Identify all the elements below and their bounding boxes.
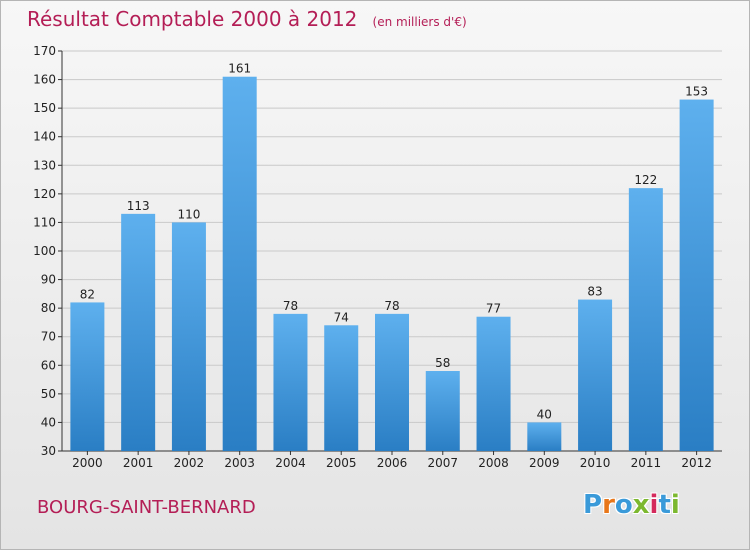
y-tick-label: 140 bbox=[33, 130, 56, 144]
bar bbox=[171, 222, 206, 451]
logo-letter: r bbox=[602, 490, 615, 520]
data-label: 161 bbox=[228, 62, 251, 76]
logo-letter: x bbox=[632, 490, 650, 520]
y-tick-label: 110 bbox=[33, 215, 56, 229]
data-label: 40 bbox=[537, 407, 552, 421]
data-label: 74 bbox=[334, 310, 349, 324]
data-label: 78 bbox=[283, 299, 298, 313]
y-tick-label: 120 bbox=[33, 187, 56, 201]
bar bbox=[222, 76, 257, 451]
x-tick-label: 2005 bbox=[326, 456, 357, 470]
logo-letter: i bbox=[670, 490, 680, 520]
y-tick-label: 60 bbox=[41, 358, 56, 372]
bar bbox=[628, 188, 663, 451]
data-label: 153 bbox=[685, 85, 708, 99]
bar bbox=[527, 422, 562, 451]
x-tick-label: 2001 bbox=[123, 456, 154, 470]
data-label: 122 bbox=[634, 173, 657, 187]
chart-title-main: Résultat Comptable 2000 à 2012 bbox=[27, 7, 358, 31]
y-tick-label: 170 bbox=[33, 44, 56, 58]
bar bbox=[679, 99, 714, 452]
logo-letter: t bbox=[658, 490, 671, 520]
data-label: 83 bbox=[587, 285, 602, 299]
x-tick-label: 2003 bbox=[224, 456, 255, 470]
commune-name: BOURG-SAINT-BERNARD bbox=[37, 497, 256, 518]
data-label: 77 bbox=[486, 302, 501, 316]
x-tick-label: 2009 bbox=[529, 456, 560, 470]
bar bbox=[70, 302, 105, 451]
y-tick-label: 50 bbox=[41, 387, 56, 401]
data-labels: 82 113 110 161 78 74 78 58 77 40 83 122 153 bbox=[80, 62, 708, 422]
y-tick-label: 70 bbox=[41, 330, 56, 344]
data-label: 58 bbox=[435, 356, 450, 370]
logo-letter: o bbox=[614, 490, 633, 520]
bars bbox=[70, 76, 714, 452]
bar bbox=[121, 213, 156, 451]
x-tick-label: 2002 bbox=[174, 456, 205, 470]
y-tick-label: 30 bbox=[41, 444, 56, 458]
x-tick-label: 2010 bbox=[580, 456, 611, 470]
logo-letter: i bbox=[649, 490, 659, 520]
bar bbox=[425, 371, 460, 451]
x-tick-label: 2006 bbox=[377, 456, 408, 470]
bar bbox=[273, 313, 308, 451]
data-label: 82 bbox=[80, 287, 95, 301]
y-tick-label: 40 bbox=[41, 415, 56, 429]
logo-letter: P bbox=[583, 490, 603, 520]
data-label: 113 bbox=[127, 199, 150, 213]
y-tick-label: 100 bbox=[33, 244, 56, 258]
bar bbox=[476, 316, 511, 451]
x-tick-label: 2008 bbox=[478, 456, 509, 470]
chart-title-unit: (en milliers d'€) bbox=[372, 15, 467, 29]
data-label: 78 bbox=[384, 299, 399, 313]
data-label: 110 bbox=[177, 207, 200, 221]
x-tick-label: 2007 bbox=[427, 456, 458, 470]
y-tick-label: 90 bbox=[41, 273, 56, 287]
y-tick-label: 150 bbox=[33, 101, 56, 115]
x-tick-label: 2012 bbox=[681, 456, 712, 470]
bar bbox=[375, 313, 409, 451]
y-tick-label: 130 bbox=[33, 158, 56, 172]
x-tick-label: 2004 bbox=[275, 456, 306, 470]
y-tick-label: 160 bbox=[33, 73, 56, 87]
proxiti-logo[interactable]: Proxiti bbox=[583, 490, 680, 520]
x-tick-label: 2011 bbox=[631, 456, 662, 470]
y-tick-label: 80 bbox=[41, 301, 56, 315]
bar bbox=[578, 299, 613, 451]
chart-title: Résultat Comptable 2000 à 2012 (en milli… bbox=[27, 7, 467, 31]
x-tick-label: 2000 bbox=[72, 456, 103, 470]
bar bbox=[324, 325, 359, 451]
